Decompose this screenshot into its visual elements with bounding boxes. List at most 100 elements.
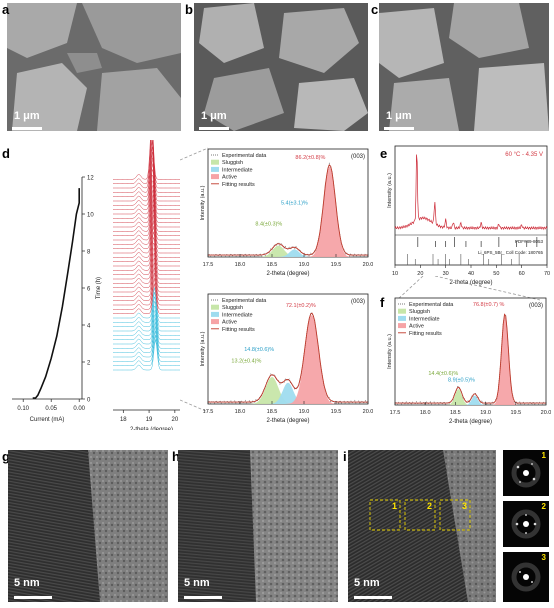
e-xtick-label-6: 70 [544, 271, 550, 277]
panel-label-h: h [172, 449, 180, 464]
scale-bar-c: 1 μm [384, 110, 424, 130]
d-mid-trace-3 [113, 326, 180, 358]
d-left-xtick-label-0: 0.10 [17, 406, 29, 412]
f-peak-intermediate [395, 395, 546, 405]
d-mid-trace-43 [113, 140, 180, 184]
d-mid-trace-9 [113, 300, 180, 332]
d-bottom-xtick-label-1: 18.0 [235, 409, 246, 415]
tem-image-i: 1 2 3 [348, 450, 496, 602]
d-mid-trace-31 [113, 189, 180, 236]
d-left-ytick-label-2: 4 [87, 324, 91, 330]
f-xtick-label-2: 18.5 [450, 410, 461, 416]
d-mid-trace-26 [113, 215, 180, 258]
d-bottom-xtick-label-2: 18.5 [267, 409, 278, 415]
e-xtick-label-3: 40 [468, 271, 474, 277]
e-title: 60 °C - 4.35 V [505, 152, 543, 158]
d-bottom-xtick-label-5: 20.0 [363, 409, 373, 415]
f-fitting-line [395, 313, 546, 404]
d-bottom-xtick-label-3: 19.0 [299, 409, 310, 415]
fft-region-box-1 [369, 499, 401, 531]
scale-bar-c-label: 1 μm [386, 110, 412, 122]
scale-bar-b-line [199, 127, 229, 130]
d-left-ytick-label-6: 12 [87, 176, 94, 182]
d-left-xtick-label-1: 0.05 [45, 406, 57, 412]
fft-inset-1: 1 [503, 450, 549, 496]
d-left-xlabel: Current (mA) [30, 417, 65, 423]
f-tag: (003) [529, 303, 543, 309]
d-mid-xlabel: 2-theta (degree) [130, 427, 173, 430]
d-top-ylabel: Intensity (a.u.) [200, 185, 206, 220]
f-xtick-label-0: 17.5 [390, 410, 401, 416]
d-mid-trace-38 [113, 152, 180, 206]
sem-texture-c [379, 3, 549, 131]
f-annotation-1: 14.4(±0.6)% [428, 371, 458, 377]
d-mid-trace-29 [113, 199, 180, 245]
sem-image-b [194, 3, 368, 131]
d-mid-trace-25 [113, 220, 180, 262]
e-xtick-label-0: 10 [392, 271, 398, 277]
scale-bar-i-label: 5 nm [354, 577, 380, 589]
d-mid-trace-33 [113, 180, 180, 228]
d-top-legend-label-4: Fitting results [222, 182, 255, 188]
d-left-ytick-label-1: 2 [87, 361, 91, 367]
d-bottom-experimental-line [207, 312, 369, 405]
d-bottom-tag: (003) [351, 299, 365, 305]
d-mid-trace-42 [113, 140, 180, 189]
f-xlabel: 2-theta (degree) [449, 419, 492, 425]
d-mid-trace-2 [113, 330, 180, 362]
d-left-ytick-label-0: 0 [87, 398, 91, 404]
f-legend-label-3: Active [409, 324, 424, 330]
f-ylabel: Intensity (a.u.) [387, 334, 393, 369]
d-mid-trace-40 [113, 141, 180, 197]
e-xtick-label-4: 50 [493, 271, 499, 277]
d-top-annotation-0: 86.2(±0.8)% [295, 155, 325, 161]
fft-inset-2: 2 [503, 501, 549, 547]
d-bottom-xtick-label-0: 17.5 [203, 409, 214, 415]
panel-label-d: d [2, 146, 10, 161]
d-mid-trace-34 [113, 174, 180, 223]
fft-region-box-2 [404, 499, 436, 531]
d-top-xtick-label-1: 18.0 [235, 262, 246, 268]
d-mid-trace-21 [113, 242, 180, 280]
d-top-annotation-2: 8.4(±0.3)% [255, 222, 282, 228]
f-legend-label-4: Fitting results [409, 331, 442, 337]
d-mid-trace-30 [113, 194, 180, 241]
d-bottom-xlabel: 2-theta (degree) [266, 418, 309, 424]
tem-image-h [178, 450, 338, 602]
d-top-xlabel: 2-theta (degree) [266, 271, 309, 277]
d-mid-trace-24 [113, 226, 180, 267]
panel-label-f: f [380, 295, 385, 310]
panel-label-a: a [2, 2, 10, 17]
scale-bar-i: 5 nm [354, 577, 394, 599]
d-bottom-legend-label-1: Sluggish [222, 305, 243, 311]
f-legend-label-2: Intermediate [409, 316, 440, 322]
d-left-ytick-label-3: 6 [87, 287, 91, 293]
d-top-peak-intermediate [208, 249, 368, 257]
sem-image-c [379, 3, 549, 131]
d-left-ytick-label-5: 10 [87, 213, 94, 219]
fft-pattern-2 [503, 501, 549, 547]
scale-bar-h-line [184, 596, 222, 599]
d-mid-trace-10 [113, 295, 180, 327]
d-mid-trace-6 [113, 313, 180, 345]
d-left-ytick-label-4: 8 [87, 250, 91, 256]
sem-texture-b [194, 3, 368, 131]
d-bottom-fitting-line [208, 312, 368, 403]
scale-bar-i-line [354, 596, 392, 599]
d-top-xtick-label-4: 19.5 [331, 262, 342, 268]
d-mid-trace-13 [113, 283, 180, 314]
d-top-peak-active [208, 166, 368, 257]
d-bottom-annotation-1: 14.8(±0.6)% [244, 347, 274, 353]
fft-region-label-2: 2 [427, 501, 433, 511]
d-mid-xtick-label-0: 18 [120, 417, 127, 423]
d-bottom-legend-label-4: Fitting results [222, 327, 255, 333]
e-xtick-label-5: 60 [519, 271, 525, 277]
f-annotation-0: 76.8(±0.7) % [473, 302, 505, 308]
d-mid-trace-32 [113, 184, 180, 232]
tem-texture-h [178, 450, 338, 602]
d-mid-trace-27 [113, 209, 180, 254]
f-legend-swatch-3 [398, 323, 406, 329]
d-bottom-annotation-0: 72.1(±0.2)% [286, 303, 316, 309]
chart-d-bottom-fit: 17.5 18.0 18.5 19.0 19.5 20.0 2-theta (degree)… [200, 293, 373, 424]
panel-label-b: b [185, 2, 193, 17]
